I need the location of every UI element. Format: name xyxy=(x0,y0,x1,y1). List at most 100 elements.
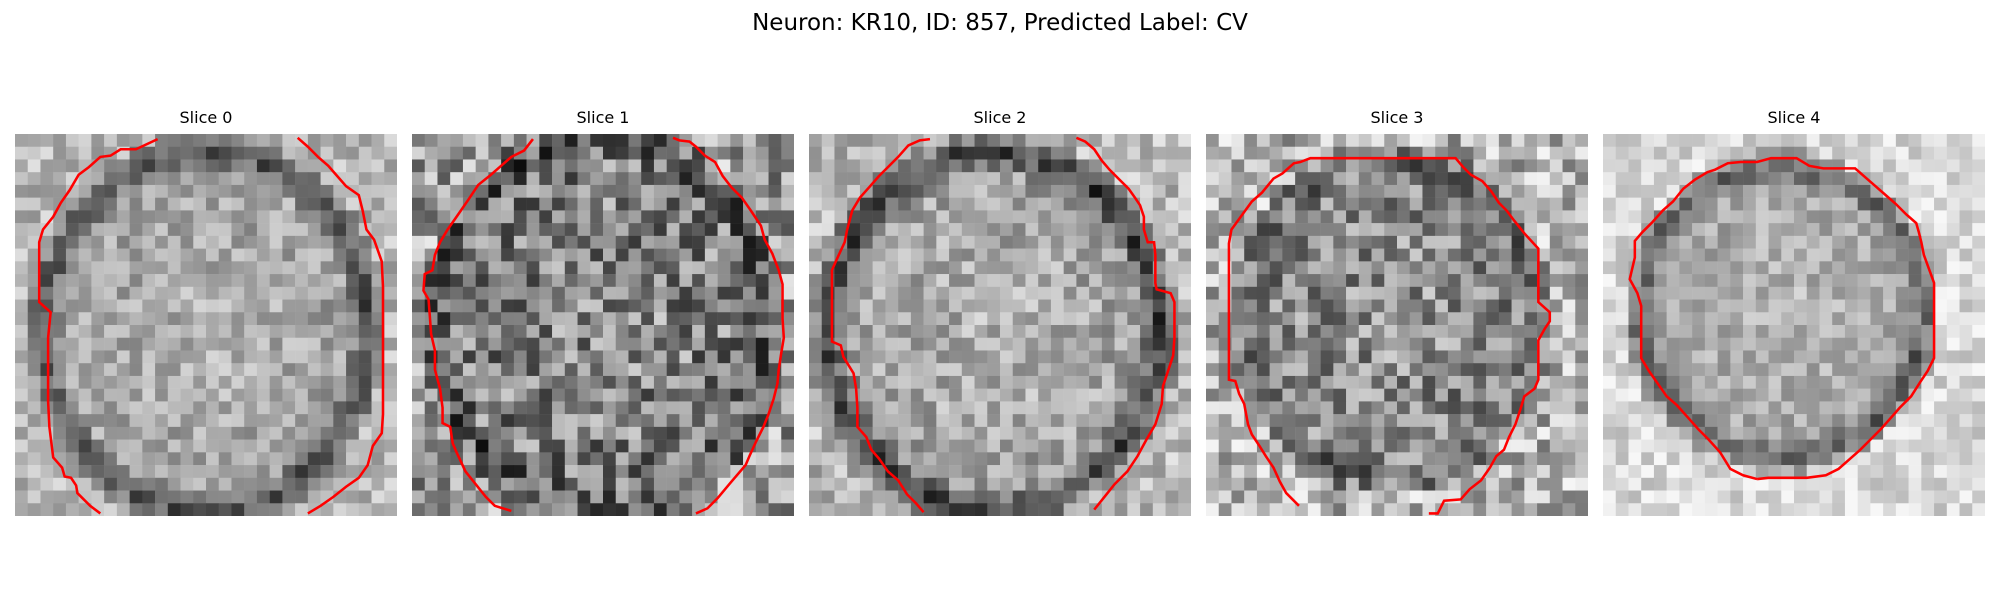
pixel xyxy=(1282,337,1296,351)
pixel xyxy=(462,134,476,147)
pixel xyxy=(1921,503,1935,516)
pixel xyxy=(1384,414,1398,428)
pixel xyxy=(1050,172,1064,186)
pixel xyxy=(1794,172,1807,186)
pixel xyxy=(1063,172,1077,186)
pixel xyxy=(679,465,693,479)
pixel xyxy=(1178,426,1191,440)
pixel xyxy=(1127,439,1141,453)
pixel xyxy=(564,274,578,288)
pixel xyxy=(412,248,425,262)
pixel xyxy=(666,223,680,237)
slice-title-3: Slice 3 xyxy=(1370,108,1424,127)
pixel xyxy=(717,337,731,351)
pixel xyxy=(1307,235,1321,249)
pixel xyxy=(1076,325,1090,338)
pixel xyxy=(628,286,642,300)
pixel xyxy=(577,452,591,466)
pixel xyxy=(987,375,1001,389)
pixel xyxy=(1615,439,1629,453)
pixel xyxy=(679,503,693,516)
pixel xyxy=(847,452,861,466)
pixel xyxy=(1384,363,1398,377)
pixel xyxy=(1206,159,1219,173)
pixel xyxy=(1921,197,1935,211)
pixel xyxy=(1895,503,1909,516)
pixel xyxy=(1178,350,1191,364)
pixel xyxy=(1666,388,1680,402)
pixel xyxy=(949,261,963,275)
pixel xyxy=(949,477,963,491)
pixel xyxy=(923,286,937,300)
pixel xyxy=(231,184,245,198)
pixel xyxy=(1679,388,1693,402)
pixel xyxy=(781,146,794,160)
pixel xyxy=(1615,337,1629,351)
pixel xyxy=(206,184,219,198)
pixel xyxy=(320,477,334,491)
pixel xyxy=(755,261,769,275)
pixel xyxy=(424,274,438,288)
pixel xyxy=(1012,439,1026,453)
pixel xyxy=(1486,401,1500,415)
pixel xyxy=(412,401,425,415)
pixel xyxy=(488,401,502,415)
pixel xyxy=(936,248,950,262)
pixel xyxy=(1883,490,1897,504)
pixel xyxy=(628,439,642,453)
pixel xyxy=(104,235,118,249)
pixel xyxy=(898,388,912,402)
pixel xyxy=(1603,401,1616,415)
pixel xyxy=(1256,261,1270,275)
pixel xyxy=(768,172,782,186)
pixel xyxy=(526,503,540,516)
pixel xyxy=(1883,375,1897,389)
pixel xyxy=(1549,503,1563,516)
pixel xyxy=(346,452,360,466)
pixel xyxy=(1282,426,1296,440)
pixel xyxy=(539,350,553,364)
slice-pixels-4 xyxy=(1603,134,1985,516)
pixel xyxy=(1628,465,1642,479)
pixel xyxy=(206,363,219,377)
pixel xyxy=(462,235,476,249)
pixel xyxy=(513,375,527,389)
pixel xyxy=(1089,210,1103,224)
pixel xyxy=(1819,452,1833,466)
pixel xyxy=(78,414,92,428)
pixel xyxy=(1282,274,1296,288)
pixel xyxy=(1972,210,1985,224)
pixel xyxy=(577,286,591,300)
pixel xyxy=(244,375,258,389)
pixel xyxy=(1486,375,1500,389)
pixel xyxy=(526,261,540,275)
pixel xyxy=(475,235,489,249)
pixel xyxy=(526,274,540,288)
pixel xyxy=(1256,235,1270,249)
pixel xyxy=(269,274,283,288)
pixel xyxy=(743,223,757,237)
pixel xyxy=(1832,401,1846,415)
pixel xyxy=(1794,235,1807,249)
pixel xyxy=(1101,465,1115,479)
pixel xyxy=(1819,261,1833,275)
pixel xyxy=(1435,363,1449,377)
pixel xyxy=(898,223,912,237)
pixel xyxy=(1025,350,1039,364)
pixel xyxy=(104,159,118,173)
pixel xyxy=(1473,325,1487,338)
pixel xyxy=(1473,184,1487,198)
pixel xyxy=(1000,325,1013,338)
pixel xyxy=(1895,172,1909,186)
pixel xyxy=(1206,375,1219,389)
pixel xyxy=(872,223,886,237)
pixel xyxy=(256,477,270,491)
pixel xyxy=(974,184,988,198)
pixel xyxy=(1562,325,1576,338)
pixel xyxy=(206,465,219,479)
pixel xyxy=(1371,439,1385,453)
pixel xyxy=(116,197,130,211)
pixel xyxy=(1384,503,1398,516)
pixel xyxy=(834,134,848,147)
pixel xyxy=(1908,235,1922,249)
